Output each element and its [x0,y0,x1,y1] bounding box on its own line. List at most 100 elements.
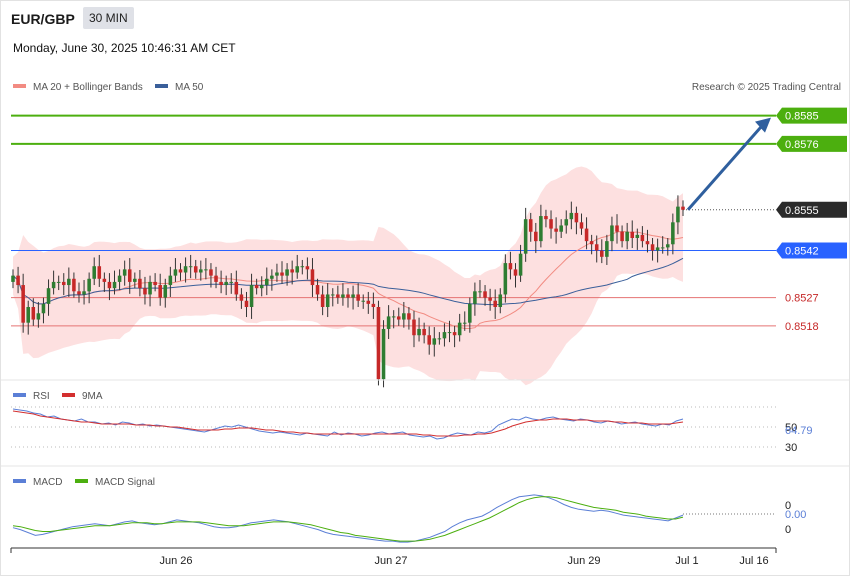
candle [351,285,355,310]
candle [67,267,71,297]
candle-body [163,285,168,298]
candle [336,285,340,304]
candle-body [133,278,137,282]
candle-body [610,225,614,242]
candle-body [579,222,584,229]
candle-body [508,263,513,270]
candle-body [361,300,366,302]
candle [681,200,685,217]
candle [244,291,249,318]
candle [346,288,350,308]
candle [412,310,416,348]
candle-body [26,307,31,323]
candle-body [148,281,152,295]
candle-body [270,275,274,279]
candle [671,213,675,255]
macd-tick-lower: 0 [785,524,791,536]
candle [87,272,91,304]
candle [457,313,462,342]
candle-body [655,247,660,251]
candle-body [493,300,497,307]
candle [564,210,569,234]
candle [249,273,254,319]
candle-body [117,275,122,282]
candle [31,298,36,326]
candle-body [447,332,452,334]
candle [402,301,406,328]
candle [82,280,86,305]
candle-body [488,297,492,301]
candle [224,275,228,296]
candle-body [665,244,670,248]
price-legend: MA 20 + Bollinger Bands MA 50 [13,82,204,93]
bollinger-band-area [13,166,683,386]
candle [77,282,81,303]
candle-body [473,291,477,304]
candle-body [452,332,457,336]
candle-body [77,291,81,295]
candle [265,267,269,296]
candle [554,217,558,244]
candle [285,263,289,286]
candle-body [138,278,142,289]
chart-datetime: Monday, June 30, 2025 10:46:31 AM CET [13,41,236,55]
candle [610,216,614,252]
candle [153,273,157,292]
candle-body [36,313,41,320]
candle [442,323,447,347]
symbol-title: EUR/GBP [11,11,75,27]
rsi-ma-line [12,410,684,437]
candle [589,234,594,255]
candle-body [559,225,563,232]
research-credit: Research © 2025 Trading Central [692,82,841,93]
candle [640,226,645,248]
candle-body [188,266,193,268]
candle-body [432,338,437,345]
candle [650,238,655,261]
candle [518,244,523,282]
candle-body [356,294,360,301]
candle-body [625,231,629,242]
candle [493,289,497,319]
candle [36,301,41,328]
macd-last-value: 0.00 [785,509,806,521]
candle [259,276,264,297]
candle-body [645,241,650,245]
candle [117,269,122,291]
candle [229,273,234,294]
candle [620,225,624,248]
candle-body [209,269,213,276]
timeframe-badge[interactable]: 30 MIN [83,7,134,29]
candle [645,229,650,253]
candle-body [584,228,589,242]
rsi-legend-label: RSI [33,391,50,402]
candle [452,325,457,348]
candle-body [280,272,284,276]
candle-body [143,288,147,295]
rsi-last-value: 64.79 [785,425,813,437]
level-label-0.8555: 0.8555 [785,205,819,217]
candle [11,269,15,289]
candle [158,273,162,306]
candle-body [574,212,579,223]
macd-signal-line [12,496,684,542]
candle-body [16,275,20,286]
candle [102,272,107,292]
candle [523,207,528,262]
candle-body [569,212,574,220]
candle [209,263,213,288]
candle-body [341,294,345,298]
candle-body [660,247,665,249]
candle [417,317,421,342]
candle-body [11,275,15,282]
candle-body [193,266,198,273]
candle-body [290,269,294,273]
candle-body [178,269,183,273]
candle [270,269,274,291]
ma20-line [12,230,684,329]
candlesticks [11,195,685,388]
candle-body [676,206,680,223]
candle-body [315,285,320,295]
candle-body [462,322,467,324]
candle [396,307,401,326]
